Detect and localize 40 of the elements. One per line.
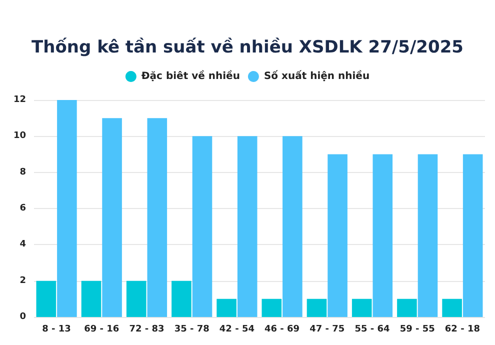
bar <box>172 280 192 317</box>
x-tick-label: 72 - 83 <box>129 324 164 334</box>
x-tick-label: 55 - 64 <box>354 324 390 334</box>
bar <box>306 298 327 317</box>
x-tick-label: 46 - 69 <box>264 324 300 334</box>
y-tick-label: 8 <box>20 167 26 178</box>
bar <box>372 154 393 317</box>
bar <box>126 280 146 317</box>
x-tick-label: 47 - 75 <box>310 324 345 334</box>
bar <box>147 118 168 317</box>
legend-label: Số xuất hiện nhiều <box>264 70 370 82</box>
bar <box>282 136 302 317</box>
bar <box>418 154 438 317</box>
chart-title: Thống kê tần suất về nhiều XSDLK 27/5/2025 <box>32 38 464 58</box>
y-tick-label: 2 <box>20 276 26 286</box>
bar <box>192 136 212 317</box>
y-tick-label: 12 <box>13 95 26 105</box>
bar <box>102 118 122 317</box>
bar <box>57 100 77 317</box>
bar <box>237 136 258 317</box>
bar <box>216 298 236 317</box>
bar <box>352 298 372 317</box>
x-tick-label: 35 - 78 <box>174 324 210 334</box>
bar <box>442 298 462 317</box>
y-tick-label: 10 <box>13 131 26 142</box>
x-tick-label: 62 - 18 <box>444 324 480 334</box>
y-tick-label: 0 <box>20 312 26 322</box>
bar <box>462 154 483 317</box>
x-tick-label: 69 - 16 <box>84 324 120 334</box>
x-tick-label: 42 - 54 <box>219 324 254 334</box>
bar <box>36 280 56 317</box>
bar <box>262 298 282 317</box>
bar <box>328 154 348 317</box>
y-tick-label: 4 <box>20 240 26 250</box>
y-tick-label: 6 <box>20 204 26 214</box>
x-tick-label: 59 - 55 <box>400 324 435 334</box>
x-tick-label: 8 - 13 <box>42 324 71 334</box>
legend-label: Đặc biêt về nhiều <box>141 70 240 82</box>
bar <box>81 280 102 317</box>
bar <box>397 298 417 317</box>
